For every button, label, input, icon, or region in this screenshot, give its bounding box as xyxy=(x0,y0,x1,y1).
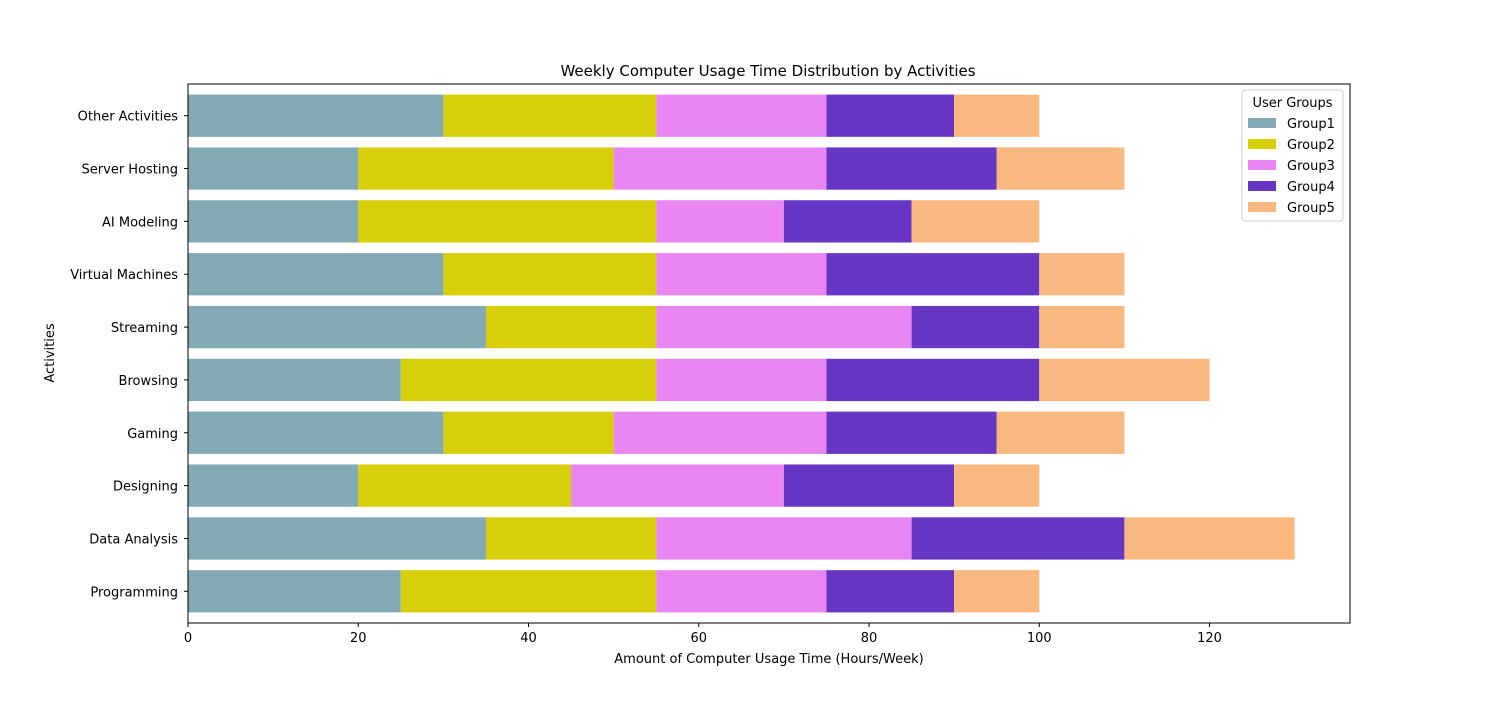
x-tick-label: 0 xyxy=(184,631,192,646)
bar-gaming-group5 xyxy=(996,411,1125,454)
bar-streaming-group3 xyxy=(656,305,912,349)
x-tick-label: 40 xyxy=(520,631,537,646)
legend-label-group1: Group1 xyxy=(1287,117,1335,132)
bar-gaming-group3 xyxy=(613,411,827,454)
bar-other-activities-group4 xyxy=(826,94,955,137)
bar-streaming-group1 xyxy=(188,305,486,349)
bar-designing-group1 xyxy=(188,464,359,507)
legend-swatch-group1 xyxy=(1248,118,1276,128)
x-tick-label: 20 xyxy=(350,631,367,646)
x-tick-label: 60 xyxy=(690,631,707,646)
bar-designing-group4 xyxy=(783,464,955,507)
x-tick-label: 80 xyxy=(861,631,878,646)
bars-group xyxy=(188,94,1295,613)
bar-other-activities-group1 xyxy=(188,94,444,137)
y-tick-label: Gaming xyxy=(127,427,178,442)
bar-server-hosting-group3 xyxy=(613,147,827,190)
bar-programming-group4 xyxy=(826,570,955,613)
bar-designing-group3 xyxy=(571,464,784,507)
bar-virtual-machines-group2 xyxy=(443,253,657,296)
legend-swatch-group2 xyxy=(1248,139,1276,149)
x-tick-label: 120 xyxy=(1197,631,1222,646)
bar-streaming-group4 xyxy=(911,305,1040,349)
bar-virtual-machines-group4 xyxy=(826,253,1040,296)
bar-programming-group5 xyxy=(954,570,1040,613)
bar-browsing-group3 xyxy=(656,358,827,402)
y-tick-label: Server Hosting xyxy=(82,163,178,178)
bar-data-analysis-group1 xyxy=(188,517,486,560)
y-tick-label: Designing xyxy=(113,480,178,495)
y-tick-label: Streaming xyxy=(111,321,178,336)
bar-virtual-machines-group3 xyxy=(656,253,827,296)
legend-items: Group1 Group2 Group3 Group4 Group5 xyxy=(1248,117,1335,216)
bar-data-analysis-group2 xyxy=(485,517,657,560)
y-axis: Programming Data Analysis Designing Gaming B… xyxy=(70,110,188,600)
bar-browsing-group5 xyxy=(1039,358,1210,402)
y-tick-label: Virtual Machines xyxy=(70,268,178,283)
bar-gaming-group1 xyxy=(188,411,444,454)
legend-swatch-group5 xyxy=(1248,202,1276,212)
legend: User Groups Group1Group2Group3Group4Grou… xyxy=(1241,89,1344,222)
bar-ai-modeling-group1 xyxy=(188,200,359,243)
x-axis-label: Amount of Computer Usage Time (Hours/Wee… xyxy=(614,652,923,667)
y-tick-label: Other Activities xyxy=(78,110,179,125)
y-tick-label: AI Modeling xyxy=(102,215,178,230)
bar-designing-group5 xyxy=(954,464,1040,507)
legend-swatch-group3 xyxy=(1248,160,1276,170)
bar-other-activities-group5 xyxy=(954,94,1040,137)
bar-data-analysis-group5 xyxy=(1124,517,1295,560)
bar-ai-modeling-group2 xyxy=(358,200,657,243)
bar-browsing-group2 xyxy=(400,358,657,402)
bar-server-hosting-group2 xyxy=(358,147,614,190)
y-tick-label: Browsing xyxy=(119,374,178,389)
bar-virtual-machines-group5 xyxy=(1039,253,1125,296)
chart-title: Weekly Computer Usage Time Distribution … xyxy=(560,62,975,80)
bar-gaming-group4 xyxy=(826,411,997,454)
bar-other-activities-group3 xyxy=(656,94,827,137)
legend-title: User Groups xyxy=(1252,96,1332,111)
bar-programming-group1 xyxy=(188,570,401,613)
y-tick-label: Programming xyxy=(90,585,178,600)
legend-label-group2: Group2 xyxy=(1287,138,1335,153)
bar-server-hosting-group5 xyxy=(996,147,1125,190)
bar-data-analysis-group4 xyxy=(911,517,1125,560)
legend-swatch-group4 xyxy=(1248,181,1276,191)
bar-programming-group2 xyxy=(400,570,657,613)
bar-server-hosting-group1 xyxy=(188,147,359,190)
bar-server-hosting-group4 xyxy=(826,147,997,190)
x-axis: 0 20 40 60 80 100 120 xyxy=(184,623,1222,646)
plot-frame xyxy=(187,83,1351,624)
bar-other-activities-group2 xyxy=(443,94,657,137)
bar-data-analysis-group3 xyxy=(656,517,912,560)
y-tick-label: Data Analysis xyxy=(89,532,178,547)
bar-streaming-group2 xyxy=(485,305,657,349)
legend-label-group3: Group3 xyxy=(1287,159,1335,174)
bar-ai-modeling-group4 xyxy=(783,200,912,243)
bar-designing-group2 xyxy=(358,464,572,507)
bar-streaming-group5 xyxy=(1039,305,1125,349)
bar-ai-modeling-group3 xyxy=(656,200,784,243)
bar-ai-modeling-group5 xyxy=(911,200,1040,243)
bar-browsing-group4 xyxy=(826,358,1040,402)
x-tick-label: 100 xyxy=(1027,631,1052,646)
bar-gaming-group2 xyxy=(443,411,614,454)
legend-label-group5: Group5 xyxy=(1287,201,1335,216)
bar-programming-group3 xyxy=(656,570,827,613)
y-axis-label: Activities xyxy=(43,323,58,383)
legend-label-group4: Group4 xyxy=(1287,180,1335,195)
bar-virtual-machines-group1 xyxy=(188,253,444,296)
bar-browsing-group1 xyxy=(188,358,401,402)
